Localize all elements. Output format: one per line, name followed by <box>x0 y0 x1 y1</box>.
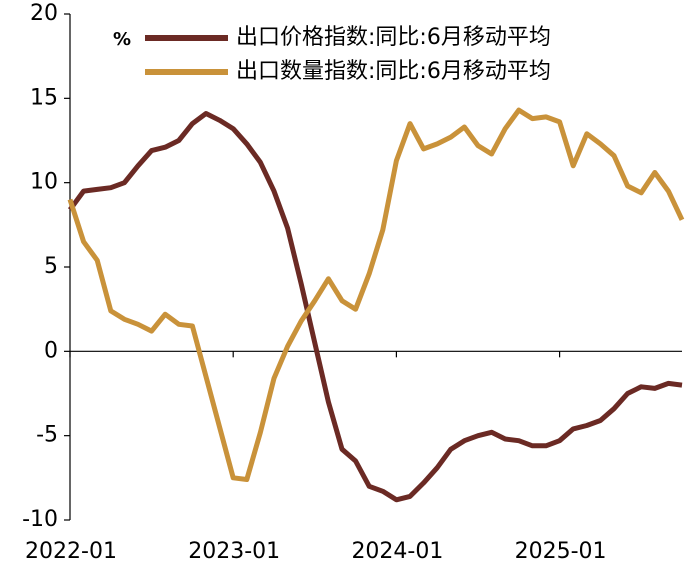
y-tick-label: 10 <box>30 170 58 195</box>
x-tick-label: 2025-01 <box>515 539 607 564</box>
series-line <box>67 107 685 482</box>
y-tick-label: 20 <box>30 1 58 26</box>
y-tick-label: 15 <box>30 85 58 110</box>
x-tick-label: 2024-01 <box>351 539 443 564</box>
y-tick-label: -5 <box>36 423 58 448</box>
y-tick-label: 0 <box>44 338 58 363</box>
legend-label: 出口数量指数:同比:6月移动平均 <box>236 59 551 84</box>
x-tick-label: 2023-01 <box>188 539 280 564</box>
legend-label: 出口价格指数:同比:6月移动平均 <box>236 25 551 50</box>
y-axis-label: % <box>113 29 131 50</box>
series-line <box>67 111 683 503</box>
y-tick-label: 5 <box>44 254 58 279</box>
y-tick-label: -10 <box>22 507 58 532</box>
x-tick-label: 2022-01 <box>25 539 117 564</box>
